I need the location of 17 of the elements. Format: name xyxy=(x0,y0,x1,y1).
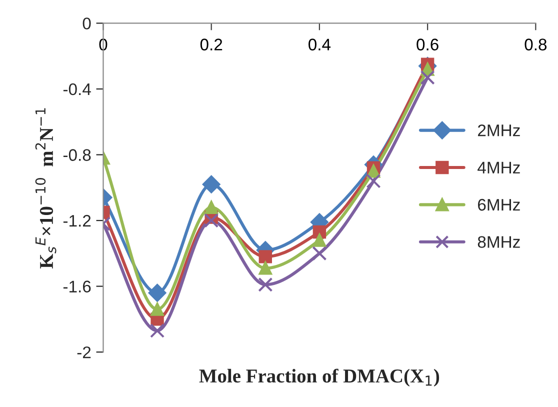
x-axis-title: Mole Fraction of DMAC(X$_{1}$) xyxy=(199,368,440,387)
y-tick-label: -0.8 xyxy=(63,149,91,161)
x-tick-label: 0.6 xyxy=(416,38,438,50)
legend-label: 4MHz xyxy=(478,162,520,174)
x-tick-label: 0.4 xyxy=(308,38,331,50)
x-tick-label: 0 xyxy=(99,38,108,50)
y-tick-label: -1.6 xyxy=(63,280,91,292)
x-tick-label: 0.2 xyxy=(200,38,222,50)
legend-label: 8MHz xyxy=(478,236,520,248)
x-tick-label: 0.8 xyxy=(524,38,547,50)
y-tick-label: -0.4 xyxy=(63,83,91,96)
legend-label: 2MHz xyxy=(478,124,520,136)
y-tick-label: 0 xyxy=(82,18,91,30)
y-tick-label: -1.2 xyxy=(63,214,91,227)
text: K$_{s}$$^{E}$×10$^{−10}$ m$^{2}$N$^{−1}$ xyxy=(35,108,56,268)
legend-label: 6MHz xyxy=(478,198,520,211)
y-tick-label: -2 xyxy=(77,346,91,358)
